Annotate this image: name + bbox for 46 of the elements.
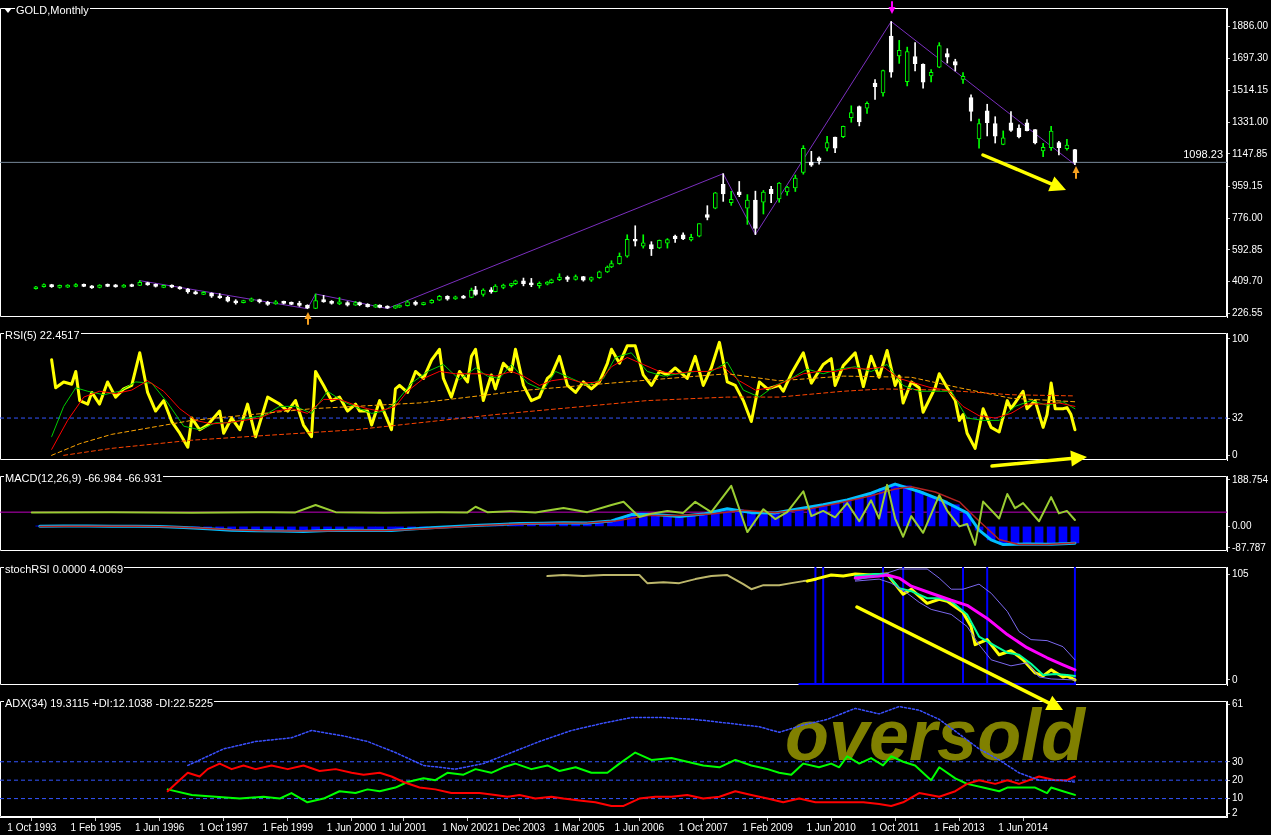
x-tick-label: 1 Oct 1997: [199, 821, 249, 833]
x-tick-label: 1 Feb 1995: [70, 821, 122, 833]
y-tick-label: 409.70: [1232, 275, 1264, 287]
x-tick-label: 1 Nov 2002: [441, 821, 494, 833]
y-tick-label: 226.55: [1232, 307, 1264, 319]
y-tick-label: 959.15: [1232, 180, 1264, 192]
x-tick-label: 1 Jun 2014: [998, 821, 1049, 833]
x-tick-label: 1 Oct 1993: [7, 821, 57, 833]
chart-title: MACD(12,26,9) -66.984 -66.931: [4, 472, 164, 484]
y-tick-label: 592.85: [1232, 243, 1264, 255]
y-tick-label: 2: [1232, 807, 1238, 819]
y-tick-label: 20: [1232, 773, 1244, 785]
x-tick-label: 1 Jul 2001: [380, 821, 427, 833]
x-tick-label: 1 Mar 2005: [553, 821, 606, 833]
chart-title: ADX(34) 19.3115 +DI:12.1038 -DI:22.5225: [4, 697, 215, 709]
y-tick-label: 0.00: [1232, 520, 1252, 532]
ref-line-label: 1098.23: [1183, 147, 1223, 160]
y-tick-label: 1886.00: [1232, 19, 1269, 31]
y-tick-label: 1147.85: [1232, 147, 1268, 159]
x-tick-label: 1 Feb 2013: [934, 821, 986, 833]
y-tick-label: 100: [1232, 332, 1250, 344]
y-tick-label: 32: [1232, 411, 1244, 423]
x-tick-label: 1 Jun 2006: [614, 821, 665, 833]
x-tick-label: 1 Jun 1996: [134, 821, 185, 833]
chart-title: GOLD,Monthly: [15, 4, 90, 16]
y-tick-label: 105: [1232, 567, 1250, 579]
chart-title: RSI(5) 22.4517: [4, 329, 81, 341]
x-tick-label: 1 Oct 2007: [678, 821, 729, 833]
y-tick-label: 1331.00: [1232, 115, 1269, 127]
x-tick-label: 1 Feb 2009: [742, 821, 794, 833]
x-tick-label: 1 Dec 2003: [493, 821, 546, 833]
y-tick-label: 30: [1232, 755, 1244, 767]
x-tick-label: 1 Jun 2010: [806, 821, 857, 833]
chart-title: stochRSI 0.0000 4.0069: [4, 563, 125, 575]
x-tick-label: 1 Jun 2000: [326, 821, 377, 833]
y-tick-label: -87.787: [1232, 541, 1267, 553]
y-tick-label: 0: [1232, 673, 1238, 685]
y-tick-label: 776.00: [1232, 211, 1264, 223]
y-tick-label: 10: [1232, 792, 1244, 804]
y-tick-label: 1514.15: [1232, 84, 1269, 96]
y-tick-label: 1697.30: [1232, 52, 1269, 64]
y-tick-label: 188.754: [1232, 473, 1269, 485]
y-tick-label: 0: [1232, 449, 1238, 461]
y-tick-label: 61: [1232, 698, 1244, 710]
x-tick-label: 1 Oct 2011: [871, 821, 920, 833]
x-tick-label: 1 Feb 1999: [262, 821, 314, 833]
